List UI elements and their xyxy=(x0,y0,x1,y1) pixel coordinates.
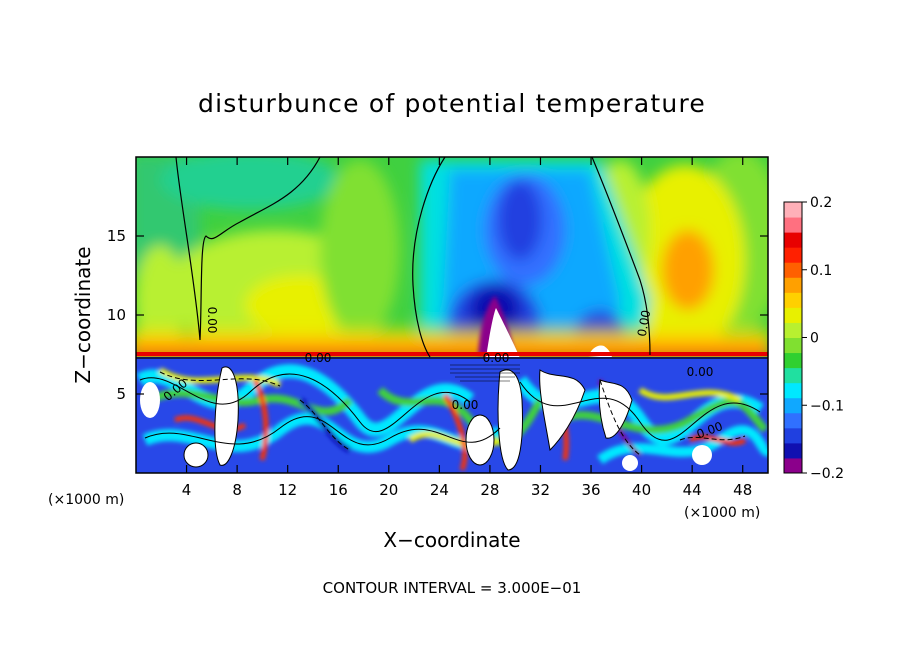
colorbar-swatch xyxy=(784,307,802,323)
svg-text:0.00: 0.00 xyxy=(205,307,219,334)
white-blob xyxy=(599,380,632,439)
colorbar-swatch xyxy=(784,352,802,369)
white-blob xyxy=(140,382,160,418)
svg-text:0.00: 0.00 xyxy=(483,351,510,365)
chart-title: disturbunce of potential temperature xyxy=(198,89,706,118)
x-tick-label: 16 xyxy=(329,481,348,499)
colorbar-swatch xyxy=(784,202,802,218)
white-blob xyxy=(214,366,239,466)
colorbar-swatch xyxy=(784,247,802,263)
colorbar-tick-label: 0 xyxy=(810,331,819,347)
white-plume xyxy=(486,308,520,358)
y-tick-label: 5 xyxy=(116,385,126,403)
x-tick-label: 20 xyxy=(379,481,398,499)
white-blob xyxy=(498,369,523,470)
x-tick-label: 24 xyxy=(430,481,449,499)
colorbar-tick-label: 0.1 xyxy=(810,263,832,279)
svg-text:0.00: 0.00 xyxy=(687,365,714,379)
colorbar-swatch xyxy=(784,337,802,354)
x-tick-label: 48 xyxy=(733,481,752,499)
x-tick-label: 32 xyxy=(531,481,550,499)
colorbar-swatch xyxy=(784,412,802,429)
colorbar-swatch xyxy=(784,382,802,399)
y-tick-label: 15 xyxy=(107,227,126,245)
colorbar-swatch xyxy=(784,232,802,248)
contour-interval-label: CONTOUR INTERVAL = 3.000E−01 xyxy=(323,579,582,597)
y-axis-label: Z−coordinate xyxy=(71,246,95,383)
colorbar-tick-label: 0.2 xyxy=(810,195,832,211)
svg-text:0.00: 0.00 xyxy=(452,398,479,412)
inversion-line xyxy=(136,352,768,356)
x-unit-label: (×1000 m) xyxy=(48,492,124,508)
colorbar-swatch xyxy=(784,442,802,459)
x-tick-label: 44 xyxy=(683,481,702,499)
colorbar-swatch xyxy=(784,292,802,308)
x-tick-label: 28 xyxy=(480,481,499,499)
white-blob xyxy=(466,415,494,465)
y-tick-label: 10 xyxy=(107,306,126,324)
y-unit-label: (×1000 m) xyxy=(684,505,760,521)
turbulent-layer xyxy=(136,357,768,473)
plot-area: 0.00 0.00 0.00 0.00 0.00 0.00 0.00 0.00 xyxy=(136,157,768,473)
colorbar-swatch xyxy=(784,397,802,414)
colorbar-swatch xyxy=(784,322,802,338)
y-axis: 5 10 15 xyxy=(107,227,768,403)
white-blob xyxy=(184,443,208,467)
upper-field xyxy=(136,157,768,360)
white-blob xyxy=(692,445,712,465)
svg-text:0.00: 0.00 xyxy=(635,309,653,338)
white-blob xyxy=(622,455,638,471)
x-tick-label: 40 xyxy=(632,481,651,499)
x-tick-label: 12 xyxy=(278,481,297,499)
colorbar-swatch xyxy=(784,427,802,444)
colorbar-swatch xyxy=(784,457,802,474)
colorbar: 0.2 0.1 0 −0.1 −0.2 xyxy=(783,195,844,482)
x-tick-label: 8 xyxy=(232,481,242,499)
colorbar-tick-label: −0.1 xyxy=(810,398,844,414)
colorbar-swatch xyxy=(784,277,802,293)
x-axis-label: X−coordinate xyxy=(383,528,520,552)
colorbar-swatch xyxy=(784,217,802,233)
colorbar-swatch xyxy=(784,262,802,278)
zero-contours xyxy=(175,157,651,358)
x-tick-label: 4 xyxy=(182,481,192,499)
white-blob xyxy=(539,370,585,450)
x-axis: 4 8 12 16 20 24 28 32 36 40 44 48 xyxy=(182,157,752,499)
svg-text:0.00: 0.00 xyxy=(305,351,332,365)
colorbar-tick-label: −0.2 xyxy=(810,466,844,482)
colorbar-swatch xyxy=(784,367,802,384)
x-tick-label: 36 xyxy=(581,481,600,499)
